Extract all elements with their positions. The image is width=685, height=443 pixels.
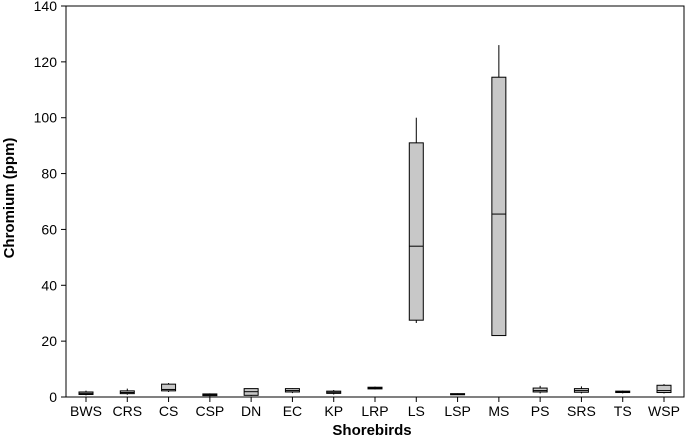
y-tick-label: 100 <box>34 110 58 126</box>
x-tick-label: LSP <box>444 403 470 419</box>
box-srs <box>573 386 589 394</box>
box-ls <box>408 117 424 323</box>
x-tick-label: TS <box>614 403 632 419</box>
box-iqr <box>656 384 672 394</box>
y-tick-label: 80 <box>41 166 57 182</box>
box-ms <box>491 45 507 337</box>
x-tick-label: SRS <box>567 403 596 419</box>
box-iqr <box>161 383 177 392</box>
x-tick-label: LS <box>408 403 425 419</box>
x-tick-label: WSP <box>648 403 680 419</box>
x-tick-label: LRP <box>361 403 388 419</box>
y-tick-label: 0 <box>49 389 57 405</box>
box-ps <box>532 385 548 394</box>
box-kp <box>326 390 342 395</box>
x-tick-label: CRS <box>113 403 143 419</box>
x-tick-label: DN <box>241 403 261 419</box>
box-iqr <box>532 387 548 393</box>
box-bws <box>78 390 94 396</box>
box-series <box>78 45 672 397</box>
box-cs <box>161 383 177 392</box>
x-tick-label: MS <box>488 403 509 419</box>
y-tick-label: 120 <box>34 54 58 70</box>
x-tick-label: EC <box>283 403 302 419</box>
box-csp <box>202 393 218 397</box>
box-ts <box>615 390 631 394</box>
box-lsp <box>450 393 466 396</box>
x-tick-label: CSP <box>195 403 224 419</box>
box-crs <box>119 388 135 395</box>
x-axis-title: Shorebirds <box>332 422 411 438</box>
axes: 0 20 40 60 80 100 120 140 BWS CRS CS CSP DN EC KP LRP LS… <box>34 0 685 419</box>
box-lrp <box>367 386 383 390</box>
box-iqr <box>491 76 507 337</box>
box-ec <box>284 388 300 394</box>
box-wsp <box>656 384 672 394</box>
y-tick-label: 20 <box>41 333 57 349</box>
x-tick-label: PS <box>531 403 550 419</box>
y-tick-label: 140 <box>34 0 58 14</box>
y-tick-label: 60 <box>41 221 57 237</box>
x-tick-label: CS <box>159 403 178 419</box>
y-axis-title: Chromium (ppm) <box>1 138 18 259</box>
x-tick-label: BWS <box>70 403 102 419</box>
box-iqr <box>408 142 424 321</box>
x-tick-label: KP <box>324 403 343 419</box>
y-tick-label: 40 <box>41 277 57 293</box>
plot-frame <box>65 5 685 398</box>
box-dn <box>243 388 259 396</box>
